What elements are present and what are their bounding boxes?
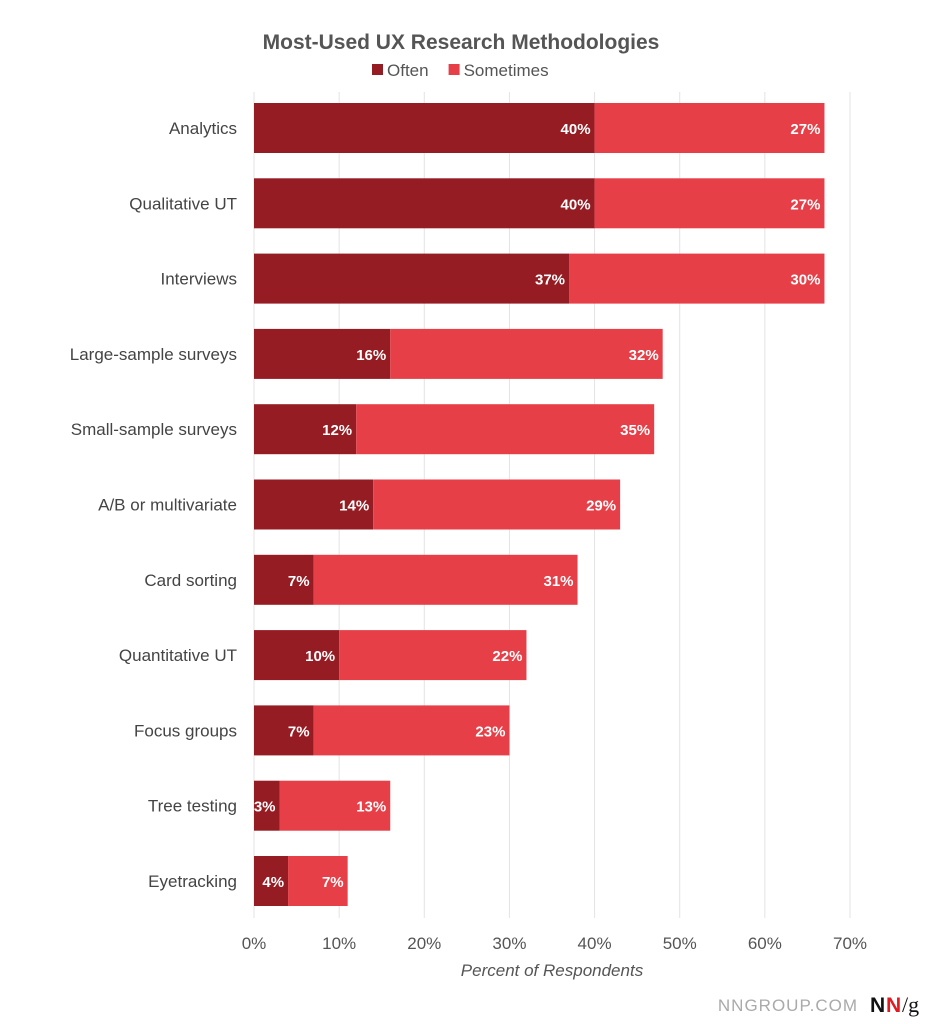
data-label: 10% [305,648,335,665]
data-label: 35% [620,422,650,439]
bar-often [254,103,595,153]
category-label: Focus groups [134,721,237,740]
bar-sometimes [594,103,825,153]
data-label: 30% [790,272,820,289]
x-tick-label: 60% [748,934,782,953]
category-label: Eyetracking [148,872,237,891]
bar-often [254,630,340,681]
data-label: 37% [535,272,565,289]
legend-swatch [448,64,460,75]
source-text: NNGROUP.COM [718,996,858,1015]
bar-sometimes [313,705,510,756]
bar-sometimes [373,479,621,530]
x-tick-label: 0% [242,934,267,953]
bar-sometimes [569,253,825,304]
bar-sometimes [279,780,391,831]
x-tick-label: 30% [492,934,526,953]
svg-text:N: N [886,994,901,1017]
data-label: 7% [288,573,310,590]
data-label: 32% [629,347,659,364]
data-label: 29% [586,498,616,515]
bar-often [254,856,289,906]
category-label: Card sorting [144,571,237,590]
bar-sometimes [390,328,663,379]
category-label: Analytics [169,119,237,138]
bar-often [254,178,595,229]
data-label: 13% [356,799,386,816]
nng-logo: N N /g [870,992,919,1017]
x-tick-label: 50% [663,934,697,953]
data-label: 16% [356,347,386,364]
data-label: 31% [544,573,574,590]
category-label: Interviews [160,270,237,289]
svg-text:N: N [870,994,885,1017]
bar-often [254,253,570,304]
data-label: 22% [492,648,522,665]
data-label: 7% [322,874,344,891]
bar-often [254,404,357,455]
bar-often [254,328,391,379]
data-label: 23% [475,723,505,740]
category-label: Qualitative UT [129,194,237,213]
x-tick-label: 70% [833,934,867,953]
category-label: Quantitative UT [119,646,237,665]
data-label: 40% [561,196,591,213]
bar-often [254,554,314,605]
category-label: Tree testing [148,797,237,816]
x-tick-label: 40% [578,934,612,953]
bar-often [254,479,374,530]
chart-title: Most-Used UX Research Methodologies [263,31,660,54]
bar-often [254,705,314,756]
bar-sometimes [288,856,348,906]
legend: Often Sometimes [372,61,549,80]
legend-swatch [372,64,383,75]
category-label: A/B or multivariate [98,496,237,515]
data-label: 3% [254,799,276,816]
x-tick-label: 10% [322,934,356,953]
legend-label: Often [387,61,429,80]
legend-label: Sometimes [464,61,549,80]
data-label: 7% [288,723,310,740]
data-label: 40% [561,121,591,138]
category-label: Large-sample surveys [70,345,237,364]
bar-sometimes [356,404,655,455]
x-tick-label: 20% [407,934,441,953]
data-label: 4% [262,874,284,891]
category-label: Small-sample surveys [71,420,237,439]
bar-sometimes [339,630,527,681]
data-label: 27% [790,121,820,138]
bar-sometimes [594,178,825,229]
data-label: 27% [790,196,820,213]
x-axis-label: Percent of Respondents [461,961,644,980]
data-label: 12% [322,422,352,439]
bar-sometimes [313,554,578,605]
bar-often [254,780,280,831]
svg-text:/g: /g [902,992,919,1017]
data-label: 14% [339,498,369,515]
